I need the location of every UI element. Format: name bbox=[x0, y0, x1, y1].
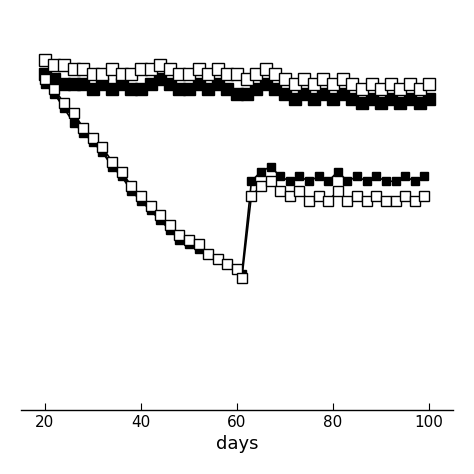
X-axis label: days: days bbox=[216, 435, 258, 453]
